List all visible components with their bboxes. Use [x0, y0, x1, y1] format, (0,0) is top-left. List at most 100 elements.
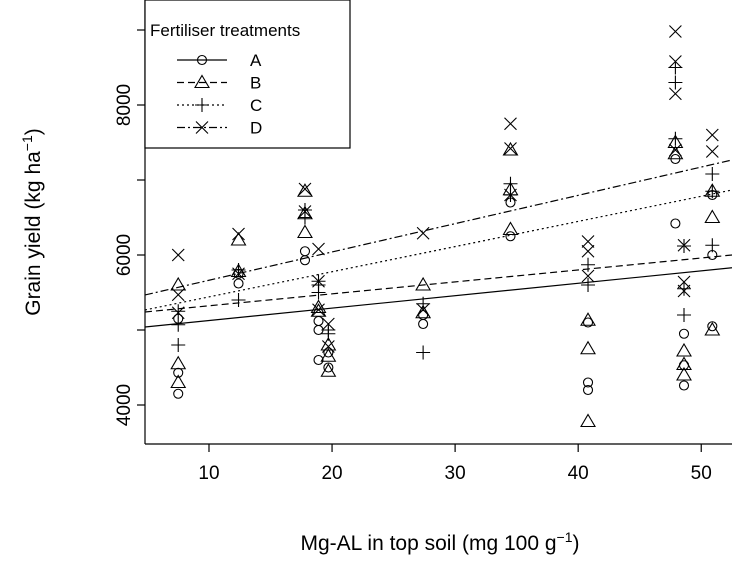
point — [581, 269, 595, 283]
point — [170, 355, 187, 370]
legend-marker — [194, 74, 210, 89]
point — [704, 321, 721, 336]
x-axis-label: Mg-AL in top soil (mg 100 g−1) — [301, 529, 580, 555]
x-tick-label: 30 — [445, 463, 466, 484]
point — [582, 317, 594, 328]
point — [418, 318, 429, 330]
point — [298, 182, 312, 196]
point — [320, 363, 337, 377]
point — [313, 354, 324, 366]
fit-line — [145, 159, 732, 296]
point — [705, 184, 720, 199]
legend-label: D — [250, 119, 262, 138]
point — [232, 267, 245, 281]
point — [311, 278, 326, 292]
point — [677, 308, 692, 322]
point — [171, 338, 186, 352]
point — [416, 296, 431, 311]
point — [321, 340, 335, 353]
point — [678, 380, 690, 391]
point — [415, 304, 432, 319]
y-tick-label: 8000 — [114, 84, 135, 126]
point — [503, 176, 518, 191]
point — [504, 142, 517, 155]
point — [171, 288, 185, 302]
point — [670, 218, 681, 229]
point — [171, 248, 185, 262]
point — [667, 134, 684, 149]
point — [669, 55, 682, 68]
legend-title: Fertiliser treatments — [150, 21, 300, 40]
point — [321, 326, 336, 341]
point — [582, 377, 594, 388]
point — [676, 366, 692, 381]
point — [320, 348, 337, 362]
point — [704, 209, 721, 224]
x-tick-label: 50 — [691, 463, 712, 484]
legend-marker — [196, 54, 208, 66]
point — [171, 304, 186, 319]
point — [677, 238, 691, 252]
point — [416, 345, 431, 360]
point — [705, 128, 719, 142]
legend-label: C — [250, 96, 262, 115]
point — [299, 246, 311, 257]
point — [705, 145, 719, 158]
legend-label: B — [250, 74, 261, 93]
legend-box — [144, 0, 351, 149]
x-tick-label: 10 — [198, 463, 219, 484]
point — [502, 141, 519, 156]
point — [668, 60, 683, 75]
x-tick-label: 20 — [321, 463, 342, 484]
y-axis-label: Grain yield (kg ha−1) — [19, 128, 45, 316]
point — [705, 167, 720, 181]
point — [173, 388, 184, 399]
point — [669, 87, 682, 101]
point — [677, 284, 691, 298]
point — [310, 299, 327, 314]
point — [171, 306, 185, 320]
point — [669, 25, 682, 38]
point — [581, 244, 595, 258]
point — [230, 231, 247, 246]
x-tick-label: 40 — [568, 463, 589, 484]
point — [299, 255, 311, 266]
label-end: ) — [572, 532, 579, 555]
point — [705, 238, 720, 253]
point — [310, 303, 327, 317]
point — [323, 362, 334, 373]
y-tick-label: 6000 — [114, 234, 135, 276]
point — [312, 274, 325, 288]
label-text: Grain yield (kg ha — [22, 151, 45, 316]
point — [502, 221, 519, 236]
point — [580, 340, 596, 355]
point — [312, 303, 325, 317]
legend-label: A — [250, 51, 262, 70]
point — [677, 281, 692, 296]
legend-marker — [195, 98, 209, 112]
label-text: Mg-AL in top soil (mg 100 g — [301, 532, 557, 555]
point — [504, 117, 517, 131]
point — [232, 227, 245, 241]
label-sup: −1 — [19, 135, 35, 151]
point — [415, 276, 432, 291]
fit-line — [145, 254, 732, 313]
point — [582, 384, 594, 396]
fit-line — [145, 267, 732, 328]
point — [233, 278, 244, 289]
point — [504, 188, 517, 202]
point — [581, 257, 596, 272]
point — [321, 317, 335, 331]
point — [667, 145, 684, 160]
point — [297, 224, 313, 239]
label-end: ) — [22, 128, 45, 135]
point — [312, 242, 325, 256]
point — [297, 210, 312, 225]
point — [298, 205, 312, 218]
point — [678, 328, 690, 339]
point — [416, 303, 430, 317]
point — [313, 315, 324, 327]
point — [231, 293, 246, 307]
point — [676, 342, 692, 357]
point — [580, 312, 596, 326]
